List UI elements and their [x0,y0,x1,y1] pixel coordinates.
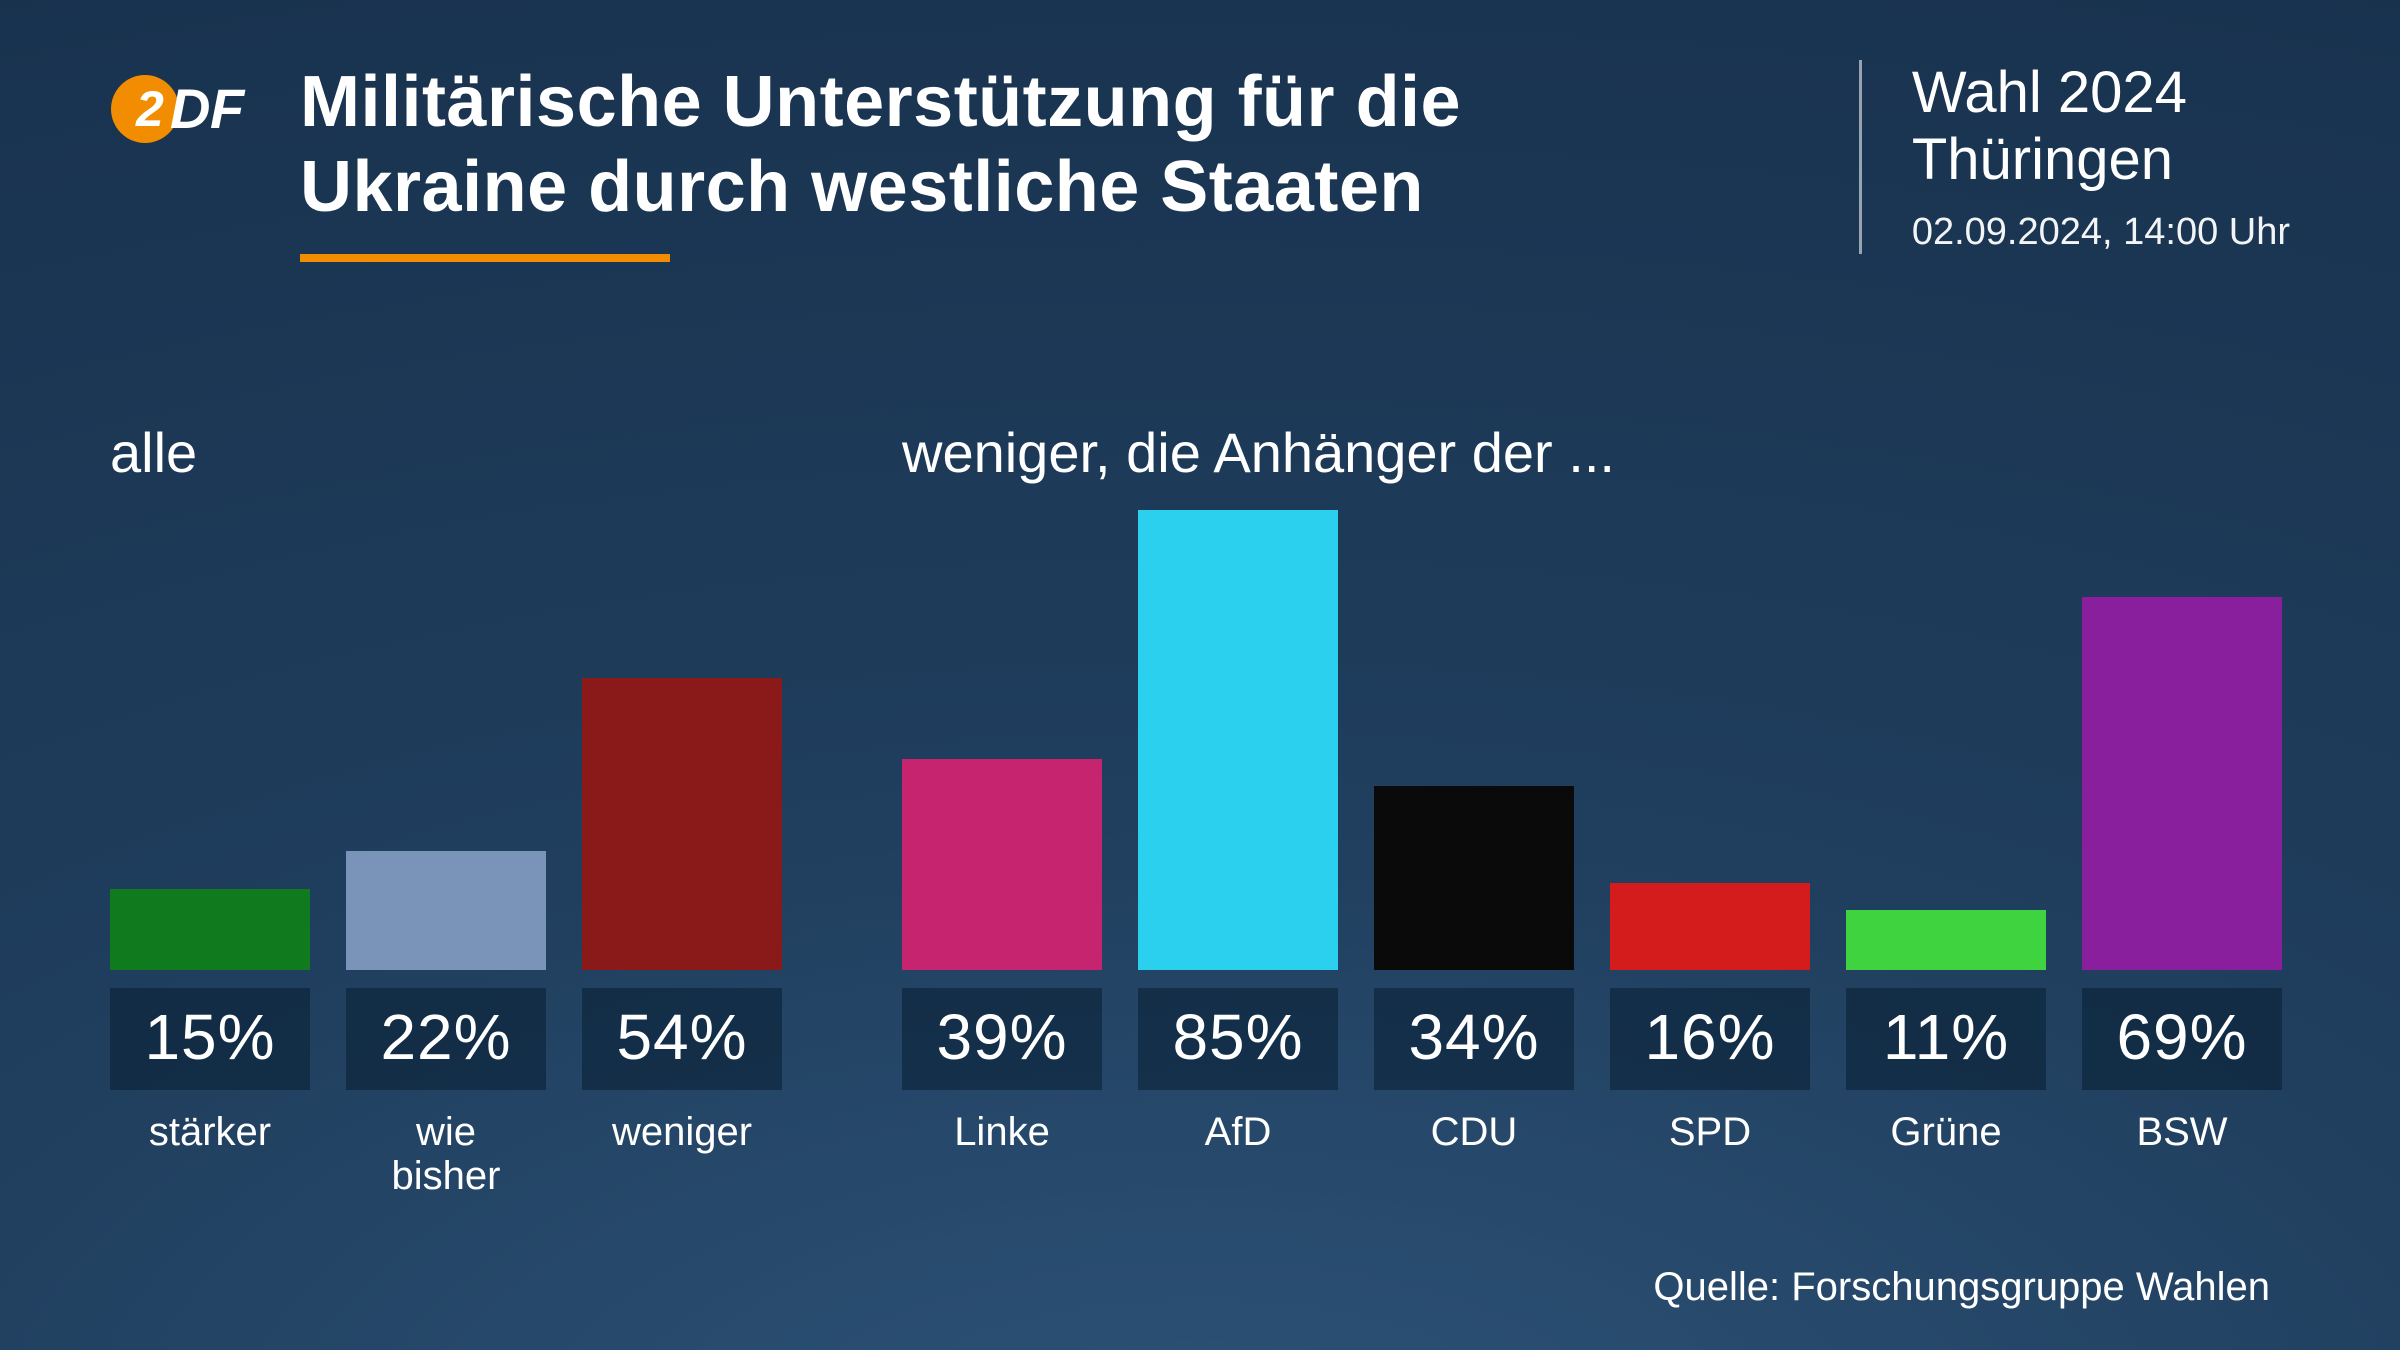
svg-text:D: D [170,77,210,140]
bar-label: CDU [1374,1110,1574,1200]
bar-label: stärker [110,1110,310,1200]
bar-space [110,510,310,970]
chart-title: Militärische Unterstützung für die Ukrai… [300,60,1859,230]
bar-value: 34% [1374,988,1574,1090]
title-line-2: Ukraine durch westliche Staaten [300,147,1424,227]
bar-space [1374,510,1574,970]
bar [2082,597,2282,970]
title-line-1: Militärische Unterstützung für die [300,62,1461,142]
bar-label: BSW [2082,1110,2282,1200]
bar-space [1138,510,1338,970]
bar-space [902,510,1102,970]
bar-column: 85% AfD [1138,510,1338,1200]
bar-value: 39% [902,988,1102,1090]
bar-column: 39% Linke [902,510,1102,1200]
bar [110,889,310,970]
bar [1374,786,1574,970]
title-block: Militärische Unterstützung für die Ukrai… [300,60,1859,262]
bar-value: 85% [1138,988,1338,1090]
bar-label: Grüne [1846,1110,2046,1200]
chart-area: alle 15% stärker 22% wiebisher 54% weniger weni… [110,420,2290,1200]
zdf-logo-icon: 2 D F [110,64,250,154]
bar-value: 69% [2082,988,2282,1090]
bar [346,851,546,970]
bar-space [2082,510,2282,970]
svg-text:F: F [210,77,246,140]
bar-space [582,510,782,970]
bar-column: 69% BSW [2082,510,2282,1200]
bar-label: AfD [1138,1110,1338,1200]
bar-group: alle 15% stärker 22% wiebisher 54% weniger [110,420,782,1200]
meta-region: Thüringen [1912,127,2290,194]
bar [582,678,782,970]
bar-value: 22% [346,988,546,1090]
bar-column: 54% weniger [582,510,782,1200]
header: 2 D F Militärische Unterstützung für die… [110,60,2290,262]
svg-text:2: 2 [135,81,164,137]
meta-election: Wahl 2024 [1912,60,2290,127]
bar [1138,510,1338,970]
group-title: alle [110,420,782,485]
bar [902,759,1102,970]
bar-label: Linke [902,1110,1102,1200]
bars-row: 15% stärker 22% wiebisher 54% weniger [110,495,782,1200]
bar-space [1610,510,1810,970]
bar-label: wiebisher [346,1110,546,1200]
bar-space [1846,510,2046,970]
group-title: weniger, die Anhänger der ... [902,420,2290,485]
bar-value: 11% [1846,988,2046,1090]
bar [1846,910,2046,970]
bars-row: 39% Linke 85% AfD 34% CDU 16% SPD 11% Grüne 69% BSW [902,495,2290,1200]
bar-column: 34% CDU [1374,510,1574,1200]
meta-block: Wahl 2024 Thüringen 02.09.2024, 14:00 Uh… [1859,60,2290,254]
meta-timestamp: 02.09.2024, 14:00 Uhr [1912,211,2290,254]
bar [1610,883,1810,970]
bar-label: SPD [1610,1110,1810,1200]
bar-column: 15% stärker [110,510,310,1200]
bar-column: 11% Grüne [1846,510,2046,1200]
title-underline [300,254,670,262]
bar-column: 22% wiebisher [346,510,546,1200]
bar-value: 54% [582,988,782,1090]
bar-label: weniger [582,1110,782,1200]
bar-group: weniger, die Anhänger der ... 39% Linke 85%… [902,420,2290,1200]
bar-value: 16% [1610,988,1810,1090]
bar-value: 15% [110,988,310,1090]
bar-space [346,510,546,970]
source-attribution: Quelle: Forschungsgruppe Wahlen [1653,1265,2270,1310]
bar-column: 16% SPD [1610,510,1810,1200]
